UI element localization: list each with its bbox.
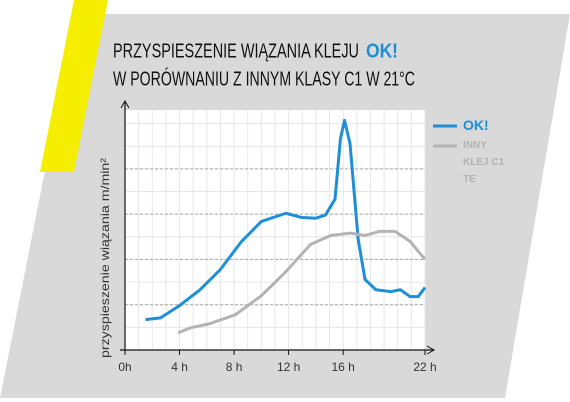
title-highlight: OK! xyxy=(366,40,398,62)
x-arrow xyxy=(426,345,436,355)
x-tick-label: 12 h xyxy=(277,360,300,374)
y-arrow xyxy=(120,99,130,109)
legend-label: INNY KLEJ C1 TE xyxy=(463,140,505,185)
series-line xyxy=(177,229,427,335)
x-tick-label: 0h xyxy=(118,360,131,374)
x-tick-label: 4 h xyxy=(171,360,188,374)
yellow-stripe xyxy=(40,0,108,172)
chart-subtitle: W PORÓWNANIU Z INNYM KLASY C1 W 21°C xyxy=(113,67,415,90)
y-axis-label: przyspieszenie wiązania m/min² xyxy=(98,158,112,358)
x-tick-label: 16 h xyxy=(332,360,355,374)
chart-title: PRZYSPIESZENIE WIĄZANIA KLEJU xyxy=(113,40,359,62)
x-tick-label: 8 h xyxy=(226,360,243,374)
legend-label: OK! xyxy=(463,117,489,133)
series-line xyxy=(145,118,427,322)
x-tick-label: 22 h xyxy=(413,360,436,374)
